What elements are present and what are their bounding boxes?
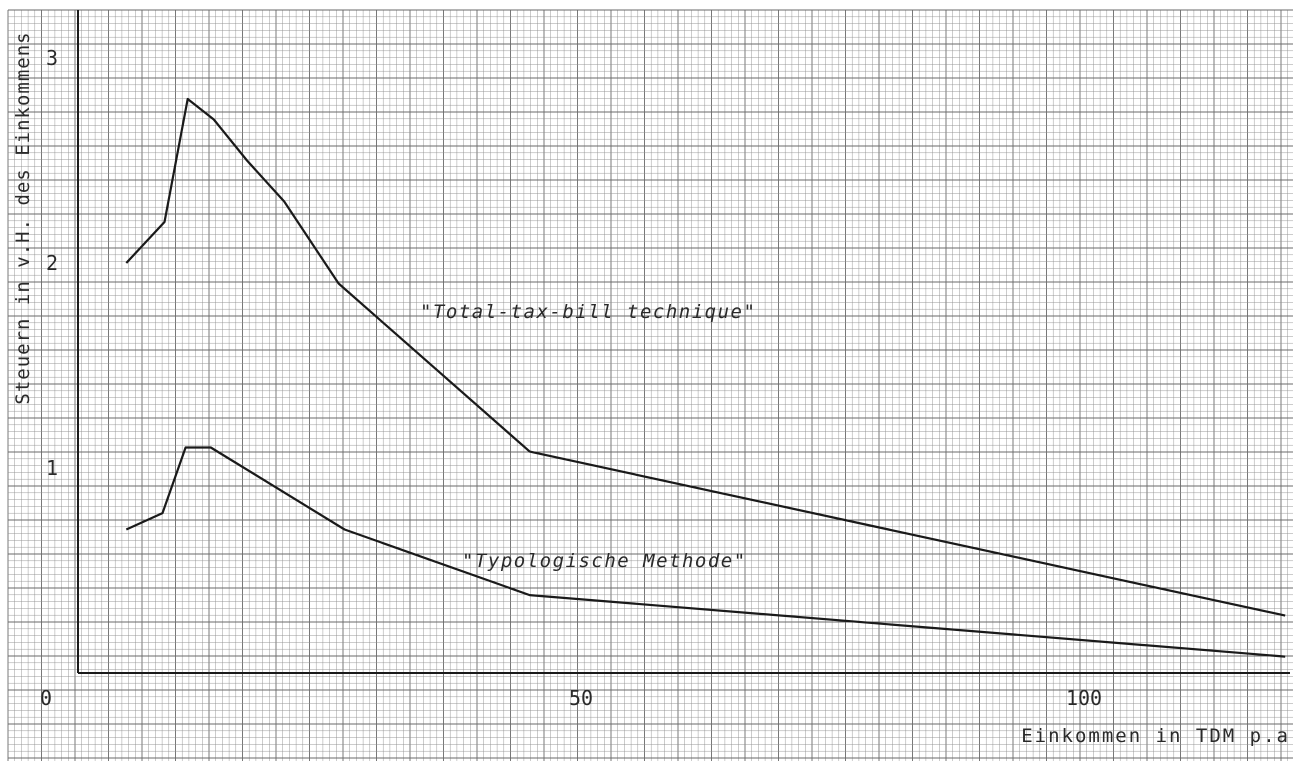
axes xyxy=(77,10,1290,674)
x-axis-label: Einkommen in TDM p.a xyxy=(1021,725,1290,747)
y-tick-label: 3 xyxy=(46,46,58,70)
series-line-0 xyxy=(125,97,1286,617)
y-axis-label: Steuern in v.H. des Einkommens xyxy=(12,31,34,404)
y-tick-label: 2 xyxy=(46,251,58,275)
tick-labels: 0 50 100 1 2 3 xyxy=(40,46,1102,710)
x-tick-label: 50 xyxy=(569,686,593,710)
x-tick-label: 0 xyxy=(40,686,52,710)
series-line-1 xyxy=(125,446,1286,658)
series-label-typologische-methode: "Typologische Methode" xyxy=(462,550,747,572)
series-label-total-tax-bill: "Total-tax-bill technique" xyxy=(420,301,756,323)
series xyxy=(125,97,1286,658)
grid xyxy=(7,9,1293,761)
y-tick-label: 1 xyxy=(46,456,58,480)
x-tick-label: 100 xyxy=(1066,686,1102,710)
